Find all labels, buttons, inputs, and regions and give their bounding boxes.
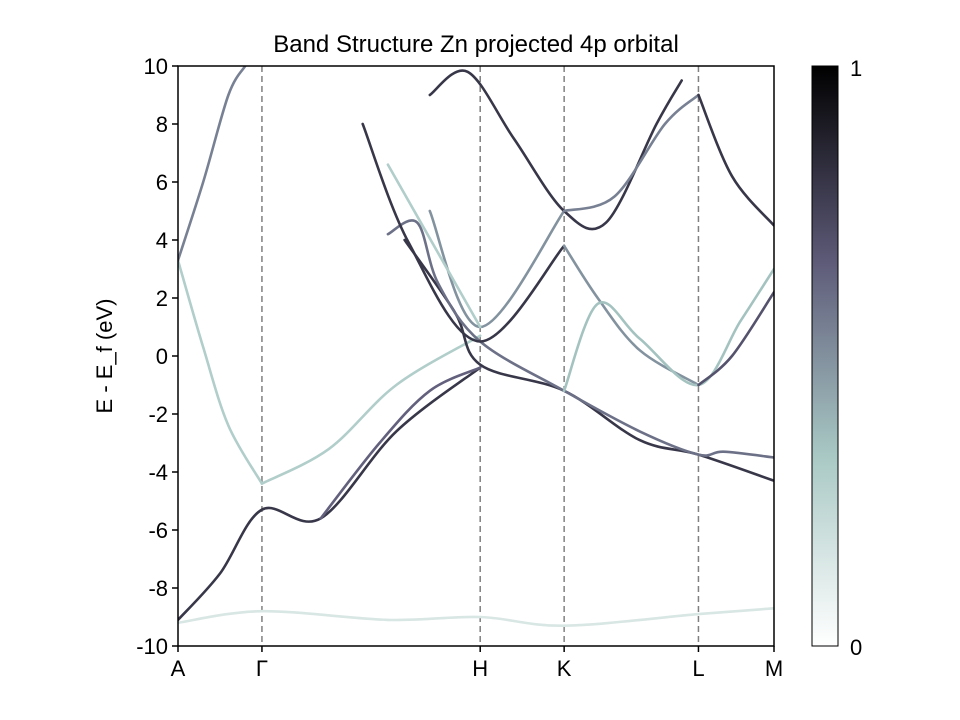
chart-title: Band Structure Zn projected 4p orbital — [273, 31, 679, 58]
y-tick-label: 2 — [156, 286, 168, 311]
colorbar-min-label: 0 — [850, 635, 862, 660]
band-line — [178, 66, 247, 262]
x-tick-label: K — [557, 656, 572, 681]
plot-frame — [177, 65, 775, 647]
band-line — [361, 122, 566, 343]
y-tick-label: -8 — [148, 576, 168, 601]
band-line — [697, 290, 774, 387]
y-tick-label: 4 — [156, 228, 168, 253]
y-tick-label: 10 — [144, 54, 168, 79]
band-line — [428, 69, 683, 231]
band-line — [178, 366, 482, 622]
band-line — [562, 244, 700, 387]
band-line — [697, 93, 774, 227]
y-tick-label: -6 — [148, 518, 168, 543]
y-axis-ticks: 10 8 6 4 2 0 -2 -4 -6 -8 -10 — [136, 54, 178, 659]
band-line — [319, 366, 482, 520]
x-tick-label: L — [692, 656, 704, 681]
colorbar-max-label: 1 — [850, 56, 862, 81]
band-line — [562, 267, 774, 393]
band-line — [260, 334, 482, 485]
band-line — [428, 209, 566, 329]
band-line — [178, 607, 774, 628]
colorbar — [811, 65, 839, 647]
band-line — [178, 259, 264, 485]
x-tick-label: A — [171, 656, 186, 681]
y-tick-label: -2 — [148, 402, 168, 427]
y-tick-label: 6 — [156, 170, 168, 195]
y-axis-label: E - E_f (eV) — [92, 299, 117, 414]
x-tick-label: Γ — [256, 656, 268, 681]
x-tick-label: H — [472, 656, 488, 681]
y-tick-label: -4 — [148, 460, 168, 485]
y-tick-label: 0 — [156, 344, 168, 369]
y-tick-label: -10 — [136, 634, 168, 659]
band-lines — [178, 66, 774, 628]
kpath-divider-lines — [261, 66, 700, 646]
band-line — [562, 93, 700, 213]
band-line — [403, 238, 774, 482]
y-tick-label: 8 — [156, 112, 168, 137]
band-line — [386, 163, 482, 329]
x-tick-label: M — [765, 656, 783, 681]
